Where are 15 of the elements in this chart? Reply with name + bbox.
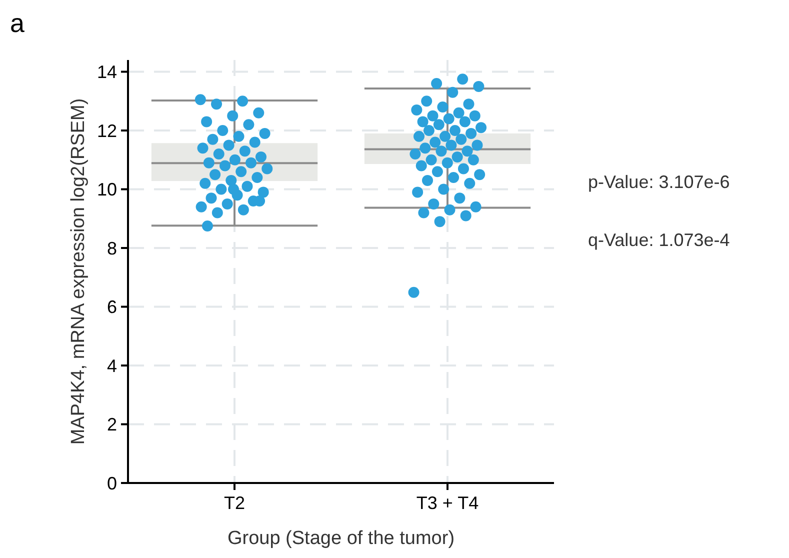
y-tick-label: 14 [96,62,117,82]
y-tick-label: 4 [106,356,117,376]
text: q-Value: 1.073e-4 [588,230,730,250]
x-axis-title: Group (Stage of the tumor) [227,528,455,549]
y-tick-label: 12 [96,120,117,141]
y-tick-label: 6 [106,297,117,318]
y-tick-label: 2 [106,414,117,435]
text: a [10,8,25,38]
x-tick-label: T3 + T4 [416,493,479,513]
y-tick-label: 10 [96,180,117,200]
y-axis-title: MAP4K4, mRNA expression log2(RSEM) [68,98,89,445]
text: p-Value: 3.107e-6 [588,172,730,192]
y-tick-label: 0 [106,473,117,494]
y-tick-label: 8 [106,238,117,258]
x-tick-label: T2 [224,493,246,513]
